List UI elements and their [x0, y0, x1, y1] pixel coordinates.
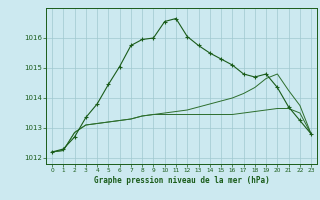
- X-axis label: Graphe pression niveau de la mer (hPa): Graphe pression niveau de la mer (hPa): [94, 176, 269, 185]
